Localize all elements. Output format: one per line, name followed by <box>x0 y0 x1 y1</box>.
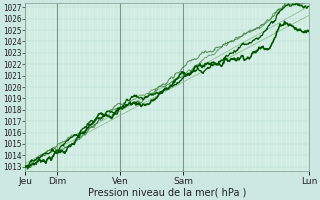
X-axis label: Pression niveau de la mer( hPa ): Pression niveau de la mer( hPa ) <box>88 187 246 197</box>
